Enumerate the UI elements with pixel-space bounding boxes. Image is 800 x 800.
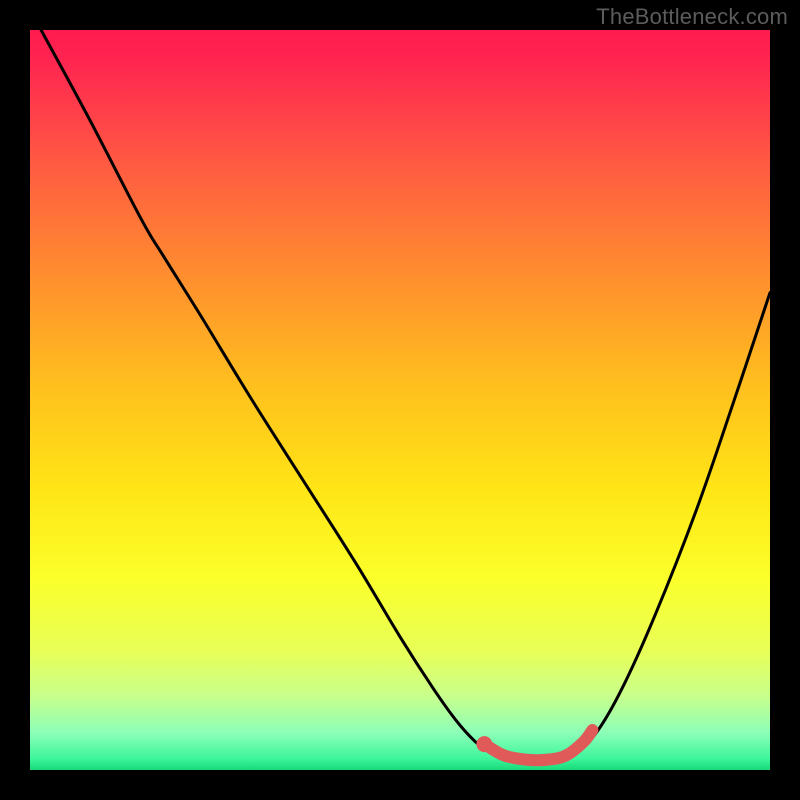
watermark-text: TheBottleneck.com (596, 4, 788, 30)
highlight-dot (476, 736, 492, 752)
bottleneck-curve (41, 30, 770, 760)
curve-overlay (30, 30, 770, 770)
plot-area (30, 30, 770, 770)
chart-frame: TheBottleneck.com (0, 0, 800, 800)
highlight-segment (484, 730, 592, 760)
